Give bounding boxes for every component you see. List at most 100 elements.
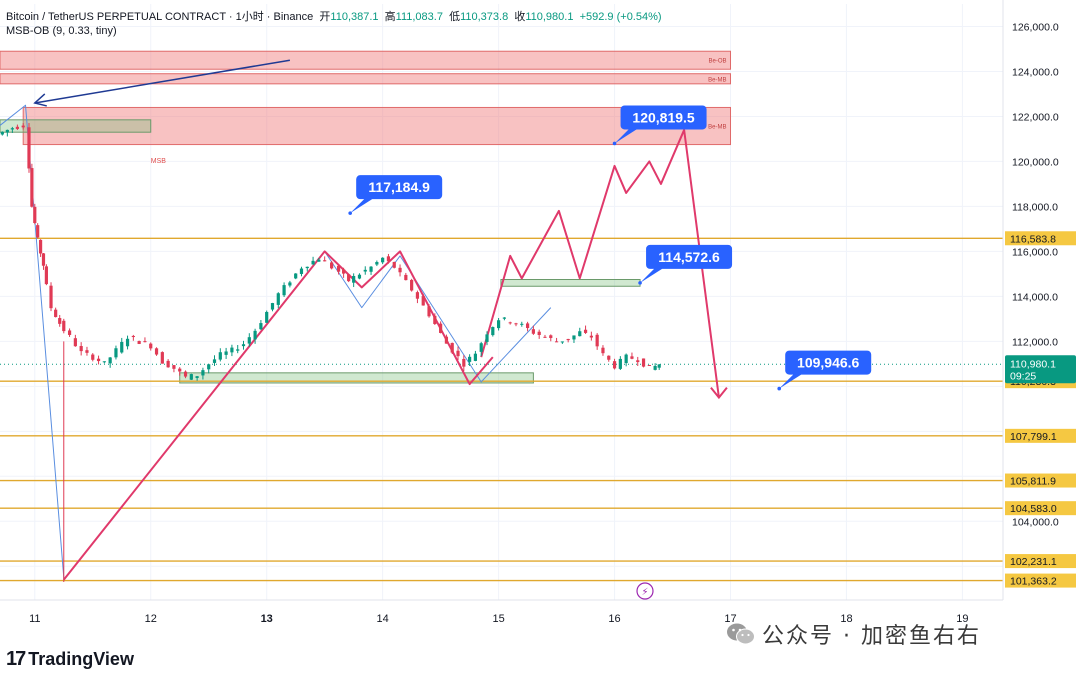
low-value: 110,373.8 <box>460 11 509 23</box>
tradingview-logo[interactable]: 17 TradingView <box>6 648 134 671</box>
candle-body <box>265 311 269 323</box>
projection-path <box>480 128 720 398</box>
candle-body <box>612 361 617 369</box>
grid <box>0 4 1003 600</box>
wechat-account-name: 公众号 · 加密鱼右右 <box>762 624 981 649</box>
candle-body <box>381 257 385 263</box>
candle-body <box>166 360 170 368</box>
blue-pattern-line <box>324 251 552 383</box>
wechat-watermark: 公众号 · 加密鱼右右 <box>726 618 981 650</box>
candle-body <box>398 267 402 273</box>
candle-body <box>30 168 34 207</box>
level-tag <box>1005 501 1076 516</box>
high-label: 高 <box>384 11 396 23</box>
candle-body <box>259 323 263 330</box>
x-tick-label: 11 <box>29 613 40 625</box>
candle-body <box>537 331 541 335</box>
y-tick-label: 126,000.0 <box>1012 21 1059 33</box>
candle-body <box>15 126 19 129</box>
low-label: 低 <box>449 11 461 23</box>
candle-body <box>347 274 351 282</box>
projection-arrowhead <box>710 386 728 400</box>
candle-body <box>137 340 141 344</box>
arrow-line <box>34 59 291 104</box>
candle-body <box>531 329 535 334</box>
price-callout <box>779 350 872 389</box>
pattern-lines <box>0 59 728 581</box>
candle-body <box>386 256 391 262</box>
candle-body <box>276 293 280 305</box>
candle-body <box>647 365 651 367</box>
candle-body <box>485 334 489 342</box>
x-tick-label: 13 <box>261 613 273 625</box>
candle-body <box>67 330 72 335</box>
x-axis: 11 12 13 14 15 16 17 18 19 ⚡ <box>0 582 1003 625</box>
lightning-icon: ⚡ <box>641 587 648 598</box>
candle-body <box>125 338 130 347</box>
last-price-tag <box>1005 355 1076 384</box>
callout-anchor-dot <box>612 141 617 146</box>
order-block-zone <box>0 50 732 70</box>
candle-body <box>49 285 53 309</box>
candle-body <box>508 322 512 324</box>
candle-body <box>288 282 292 286</box>
candle-body <box>450 342 454 353</box>
candle-body <box>410 279 414 291</box>
candle-body <box>96 358 101 362</box>
candle-body <box>282 285 286 296</box>
high-value: 111,083.7 <box>395 11 443 23</box>
symbol-title: Bitcoin / TetherUS PERPETUAL CONTRACT · … <box>6 11 314 23</box>
candle-body <box>589 335 593 338</box>
candle-body <box>154 348 159 355</box>
price-callouts: 117,184.9 120,819.5 114,572.6 109,946.6 <box>348 105 872 391</box>
candle-body <box>601 347 605 354</box>
candle-body <box>444 336 449 344</box>
candle-body <box>62 320 66 332</box>
y-tick-label: 112,000.0 <box>1012 336 1058 348</box>
arrowhead <box>33 93 47 107</box>
candle-body <box>578 331 582 337</box>
candle-body <box>624 354 628 364</box>
candle-body <box>178 368 182 372</box>
candle-body <box>560 341 564 343</box>
change-value: +592.9 (+0.54%) <box>579 11 662 23</box>
y-tick-label: 118,000.0 <box>1012 201 1058 213</box>
candle-body <box>421 296 425 306</box>
candle-body <box>21 125 25 128</box>
candle-body <box>330 262 334 269</box>
candle-body <box>212 359 217 363</box>
zone-label: Be-OB <box>708 59 726 65</box>
candle-body <box>44 266 48 285</box>
candle-body <box>641 358 646 367</box>
candle-body <box>33 206 37 224</box>
candle-body <box>270 303 275 310</box>
level-tag <box>1005 573 1076 588</box>
level-tag-label: 104,583.0 <box>1010 503 1057 515</box>
pattern-line <box>62 250 494 581</box>
candle-body <box>143 341 147 343</box>
candle-body <box>27 127 31 169</box>
candle-body <box>543 336 547 338</box>
candle-body <box>10 128 14 130</box>
event-marker-icon <box>636 582 654 600</box>
level-tag <box>1005 473 1076 488</box>
candle-body <box>172 365 176 369</box>
callout-label: 120,819.5 <box>632 109 694 125</box>
candle-body <box>195 376 199 378</box>
candle-body <box>433 315 437 324</box>
candle-body <box>102 361 106 363</box>
candle-body <box>630 356 634 359</box>
x-tick-label: 16 <box>608 613 620 625</box>
order-block-zones: Be-OB Be-MB Be-MB MSB <box>0 50 732 384</box>
close-label: 收 <box>514 11 526 23</box>
candle-body <box>657 364 661 368</box>
indicator-label[interactable]: MSB-OB (9, 0.33, tiny) <box>6 25 117 37</box>
candle-body <box>525 323 530 329</box>
zone-label: Be-MB <box>708 125 726 131</box>
candle-body <box>36 225 40 238</box>
x-tick-label: 15 <box>492 613 504 625</box>
candle-body <box>189 374 193 380</box>
candles <box>0 123 661 583</box>
candle-body <box>317 259 321 262</box>
